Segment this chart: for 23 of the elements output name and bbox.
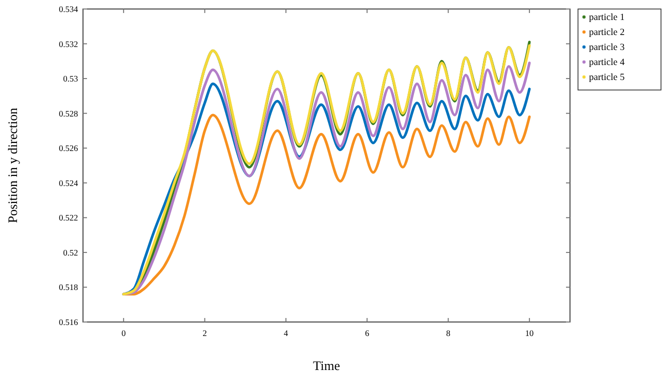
y-tick-label: 0.534 [58, 4, 79, 14]
legend-label: particle 2 [589, 28, 625, 38]
legend-label: particle 4 [589, 58, 625, 68]
y-tick-label: 0.528 [58, 108, 78, 118]
y-tick-label: 0.522 [58, 212, 78, 223]
x-tick-label: 6 [364, 328, 370, 338]
y-axis-title: Position in y direction [5, 107, 20, 224]
legend-label: particle 1 [589, 13, 625, 23]
x-tick-label: 0 [121, 328, 126, 338]
x-axis-title: Time [313, 358, 340, 373]
legend-label: particle 3 [589, 43, 625, 53]
x-tick-label: 8 [446, 328, 450, 338]
x-tick-label: 10 [525, 328, 534, 338]
legend-label: particle 5 [589, 73, 625, 83]
x-tick-label: 2 [202, 328, 207, 338]
y-tick-label: 0.526 [58, 143, 78, 154]
y-tick-label: 0.532 [58, 38, 78, 49]
y-tick-label: 0.516 [58, 317, 78, 327]
y-tick-label: 0.52 [63, 247, 78, 258]
y-tick-label: 0.53 [63, 74, 78, 84]
y-tick-label: 0.518 [58, 282, 78, 292]
y-tick-label: 0.524 [58, 178, 79, 188]
x-tick-label: 4 [284, 328, 289, 338]
